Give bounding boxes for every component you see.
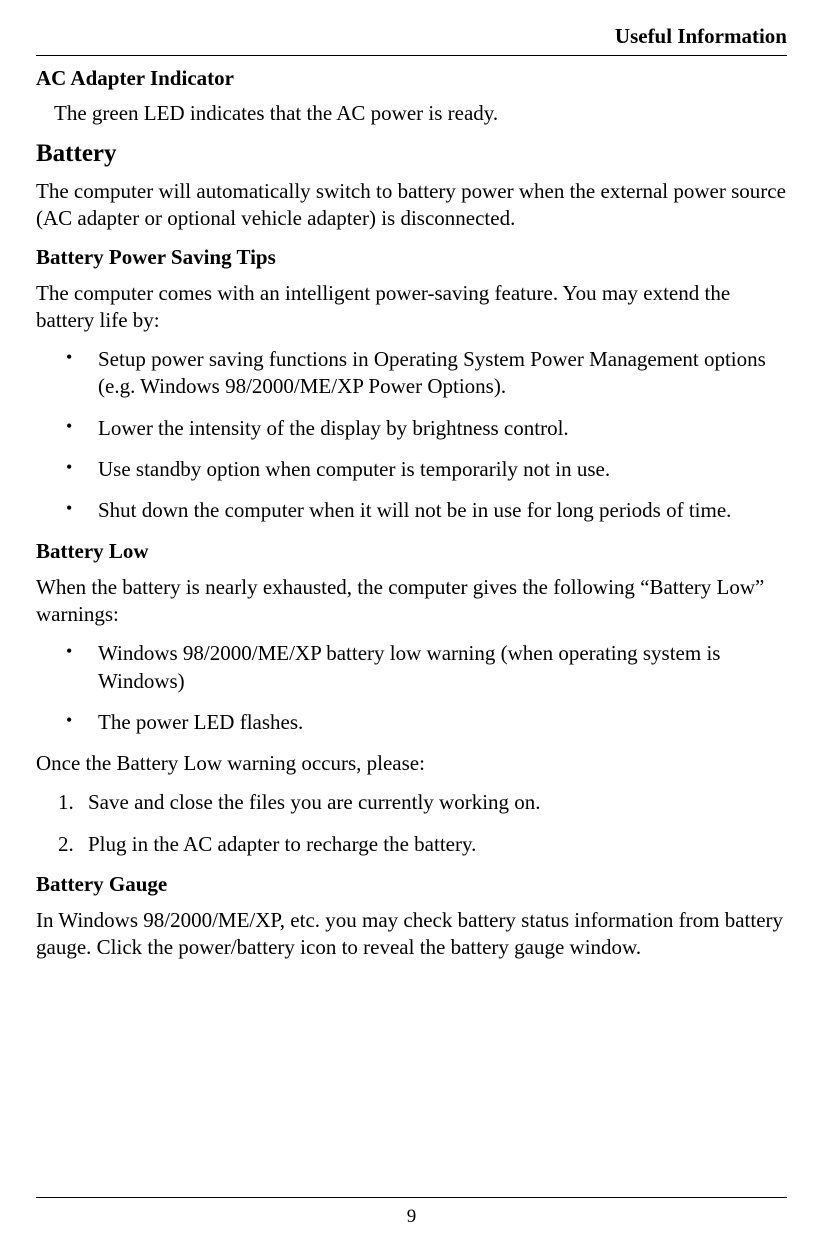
low-bullet-list: Windows 98/2000/ME/XP battery low warnin… xyxy=(36,640,787,736)
list-item: Setup power saving functions in Operatin… xyxy=(66,346,787,401)
heading-low: Battery Low xyxy=(36,539,787,564)
body-low-2: Once the Battery Low warning occurs, ple… xyxy=(36,750,787,777)
body-low-1: When the battery is nearly exhausted, th… xyxy=(36,574,787,629)
heading-gauge: Battery Gauge xyxy=(36,872,787,897)
list-item: The power LED flashes. xyxy=(66,709,787,736)
body-ac-adapter: The green LED indicates that the AC powe… xyxy=(36,101,787,126)
list-item: Windows 98/2000/ME/XP battery low warnin… xyxy=(66,640,787,695)
low-steps-list: Save and close the files you are current… xyxy=(36,789,787,858)
page-number: 9 xyxy=(407,1206,417,1227)
list-item: Save and close the files you are current… xyxy=(58,789,787,816)
heading-ac-adapter: AC Adapter Indicator xyxy=(36,66,787,91)
heading-battery: Battery xyxy=(36,140,787,168)
heading-tips: Battery Power Saving Tips xyxy=(36,245,787,270)
list-item: Shut down the computer when it will not … xyxy=(66,497,787,524)
body-gauge: In Windows 98/2000/ME/XP, etc. you may c… xyxy=(36,907,787,962)
tips-bullet-list: Setup power saving functions in Operatin… xyxy=(36,346,787,524)
body-tips: The computer comes with an intelligent p… xyxy=(36,280,787,335)
list-item: Lower the intensity of the display by br… xyxy=(66,415,787,442)
list-item: Use standby option when computer is temp… xyxy=(66,456,787,483)
page-header: Useful Information xyxy=(36,24,787,56)
list-item: Plug in the AC adapter to recharge the b… xyxy=(58,831,787,858)
body-battery: The computer will automatically switch t… xyxy=(36,178,787,233)
page-footer: 9 xyxy=(36,1197,787,1228)
